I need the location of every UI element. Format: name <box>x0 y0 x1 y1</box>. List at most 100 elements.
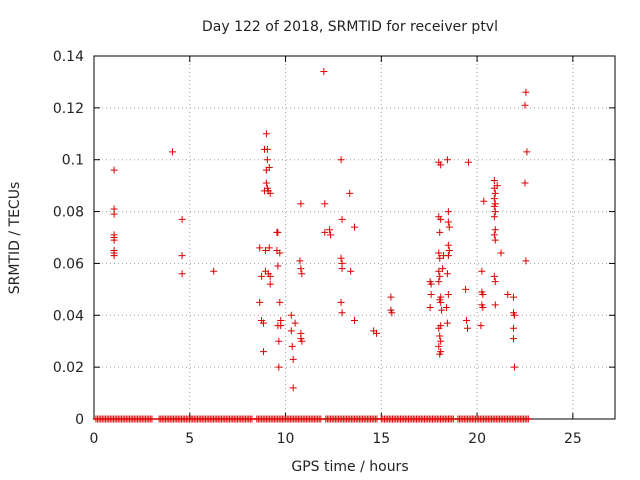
data-point <box>110 210 118 218</box>
data-point <box>523 148 531 156</box>
data-point <box>504 291 512 299</box>
data-point <box>337 254 345 262</box>
x-tick-label: 5 <box>185 431 194 447</box>
zero-baseline <box>92 415 532 423</box>
data-point <box>262 179 270 187</box>
data-point <box>509 324 517 332</box>
data-point <box>437 337 445 345</box>
data-point <box>263 156 271 164</box>
data-point <box>266 189 274 197</box>
data-point <box>351 316 358 324</box>
data-point <box>338 265 346 273</box>
data-point <box>178 270 186 278</box>
data-point <box>373 329 381 337</box>
data-point <box>443 156 451 164</box>
data-point <box>477 322 485 330</box>
data-point <box>110 252 118 260</box>
data-point <box>463 316 471 324</box>
data-point <box>289 355 297 363</box>
data-point <box>291 319 299 327</box>
data-point <box>321 228 329 236</box>
data-point <box>491 236 499 244</box>
data-point <box>462 285 470 293</box>
data-point <box>436 332 444 340</box>
data-point <box>110 166 118 174</box>
data-point <box>435 267 443 275</box>
data-point <box>491 278 499 286</box>
data-point <box>510 363 518 371</box>
data-point <box>443 270 451 278</box>
data-point <box>276 298 284 306</box>
data-point <box>491 189 499 197</box>
data-point <box>479 304 487 312</box>
data-point <box>444 241 452 249</box>
data-point <box>274 228 282 236</box>
data-point <box>444 291 452 299</box>
y-tick-label: 0.04 <box>53 308 84 324</box>
data-point <box>493 182 501 190</box>
y-tick-label: 0.12 <box>53 101 84 117</box>
data-point <box>509 335 517 343</box>
data-point <box>297 200 305 208</box>
data-point <box>289 384 297 392</box>
data-point <box>490 231 498 239</box>
data-point <box>443 319 451 327</box>
data-point <box>178 215 186 223</box>
data-point <box>478 267 486 275</box>
data-point <box>260 348 268 356</box>
data-point <box>439 265 447 273</box>
data-point <box>275 363 283 371</box>
data-point <box>256 298 264 306</box>
data-point <box>521 179 529 187</box>
data-point <box>210 267 218 275</box>
data-point <box>274 262 282 270</box>
data-point <box>445 246 453 254</box>
data-point <box>490 202 498 210</box>
data-point <box>262 130 270 138</box>
data-point <box>326 226 334 234</box>
data-point <box>480 197 488 205</box>
data-point <box>464 158 472 166</box>
data-point <box>436 254 444 262</box>
data-point <box>297 265 305 273</box>
data-point <box>445 223 453 231</box>
data-point <box>427 280 435 288</box>
data-point <box>296 257 304 265</box>
tick-labels: 0 5 10 15 20 25 0 0.02 0.04 0.06 0.08 0.1 0.12 0.14 <box>53 49 582 447</box>
data-point <box>321 200 329 208</box>
data-point <box>444 218 452 226</box>
axis-ticks <box>93 55 615 420</box>
data-point <box>436 228 444 236</box>
data-point <box>347 267 355 275</box>
data-point <box>491 301 499 309</box>
data-point <box>298 270 306 278</box>
data-point <box>346 189 354 197</box>
data-point <box>491 208 499 216</box>
plot-frame <box>93 55 616 420</box>
data-point <box>261 246 269 254</box>
data-point <box>287 311 295 319</box>
data-point <box>509 293 517 301</box>
data-point <box>479 291 487 299</box>
data-point <box>298 337 306 345</box>
data-point <box>288 342 296 350</box>
data-point <box>337 156 345 164</box>
data-point <box>266 280 274 288</box>
data-point <box>435 249 443 257</box>
data-points <box>110 68 531 392</box>
data-point <box>437 161 445 169</box>
data-point <box>442 304 450 312</box>
data-point <box>337 298 345 306</box>
y-tick-label: 0.1 <box>62 153 84 169</box>
x-tick-label: 0 <box>90 431 99 447</box>
data-point <box>351 223 358 231</box>
data-point <box>490 272 498 280</box>
x-tick-label: 15 <box>372 431 390 447</box>
data-point <box>427 291 435 299</box>
data-point <box>275 337 283 345</box>
data-point <box>169 148 177 156</box>
data-point <box>320 68 328 76</box>
data-point <box>490 213 498 221</box>
y-tick-label: 0 <box>75 412 84 428</box>
